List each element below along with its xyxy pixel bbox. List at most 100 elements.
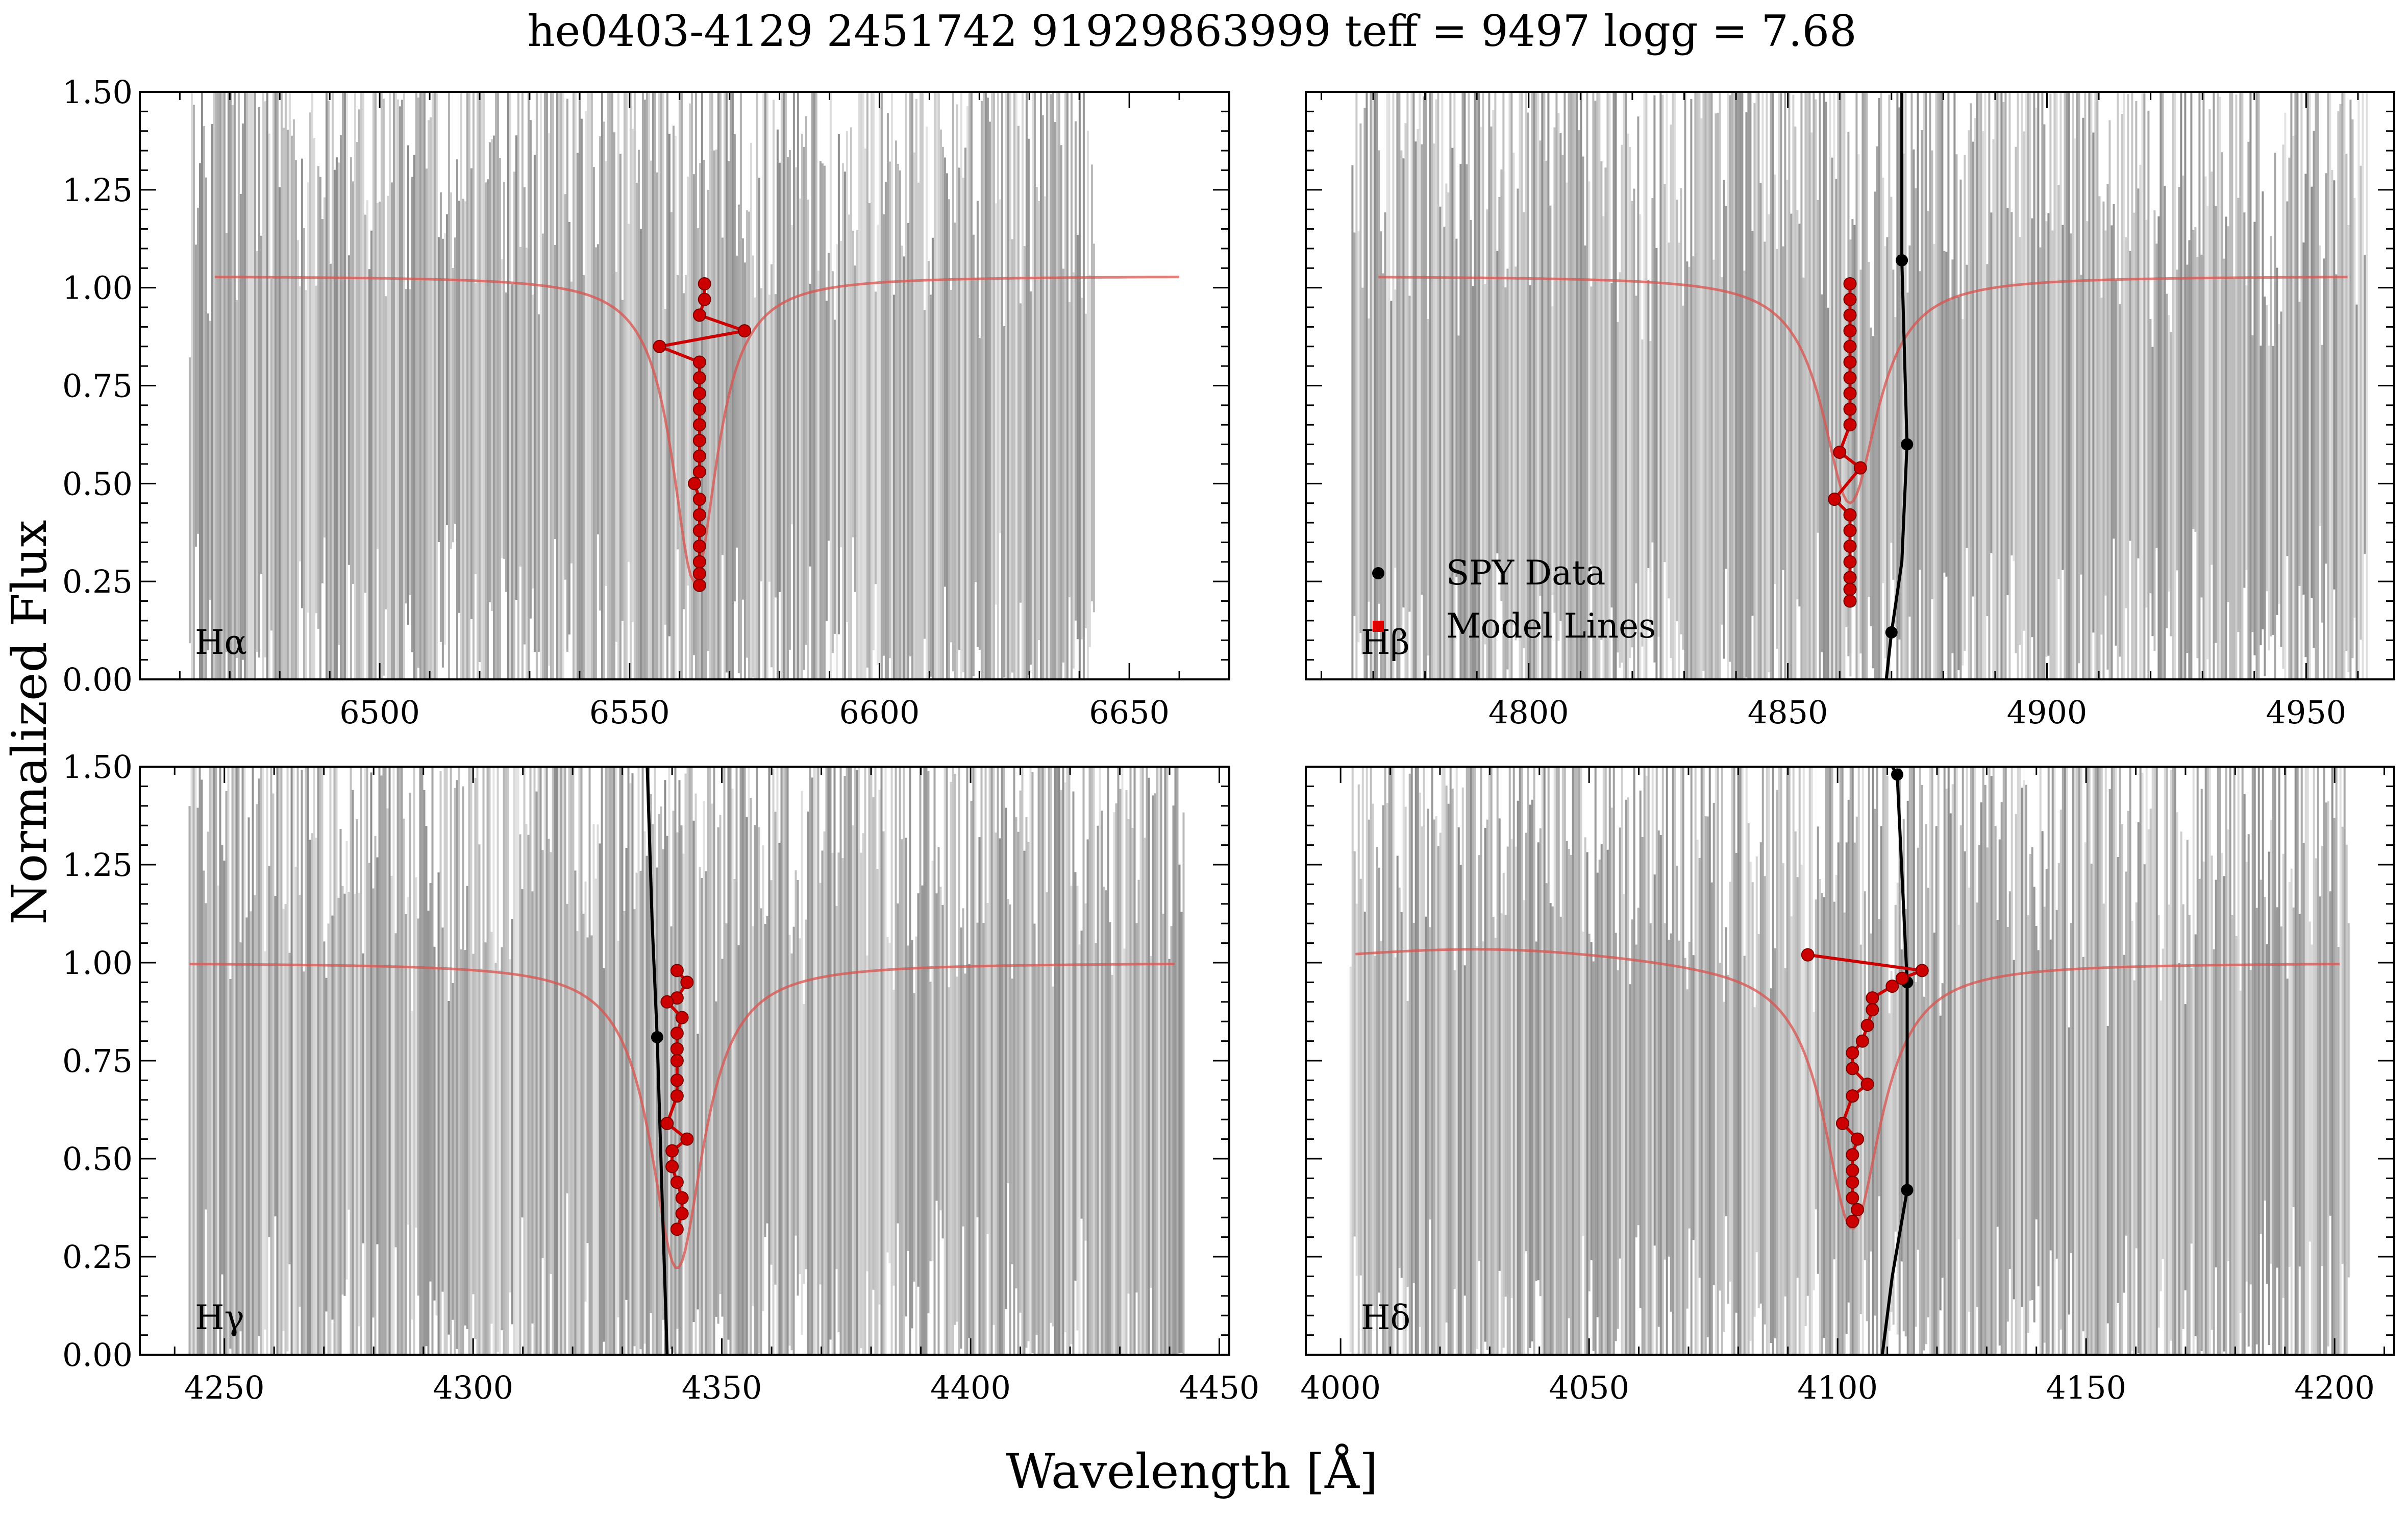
model-point [1843, 339, 1857, 353]
spy-data-point [1891, 768, 1904, 781]
model-point [692, 449, 706, 463]
x-tick-label: 4850 [1748, 694, 1828, 731]
model-point [692, 355, 706, 369]
model-point [1885, 980, 1899, 993]
model-point [692, 418, 706, 432]
model-point [1846, 1062, 1859, 1075]
plot-area [188, 92, 1180, 679]
x-tick-label: 4250 [184, 1369, 265, 1406]
model-point [1843, 571, 1857, 584]
model-point [692, 567, 706, 580]
y-tick-label: 1.00 [62, 944, 133, 982]
x-tick-label: 4200 [2294, 1369, 2375, 1406]
y-tick-label: 1.25 [62, 846, 133, 884]
model-point [660, 995, 674, 1009]
model-point [692, 371, 706, 385]
model-point [1843, 524, 1857, 537]
spy-data-band [188, 92, 1095, 679]
model-point [1843, 508, 1857, 522]
panel-label: Hα [195, 623, 247, 662]
model-point [692, 386, 706, 400]
model-point [1843, 277, 1857, 290]
model-point [675, 1207, 689, 1220]
y-tick-label: 0.50 [62, 1140, 133, 1178]
panel-2: 4250 4300 4350 4400 4450 0.00 0.25 0.50 0.75 1.00… [62, 748, 1260, 1406]
panel-label: Hβ [1361, 623, 1410, 662]
model-point [1843, 540, 1857, 553]
x-axis-label: Wavelength [Å] [1006, 1444, 1378, 1500]
x-tick-label: 6500 [339, 694, 420, 731]
model-point [1843, 292, 1857, 306]
model-point [692, 555, 706, 569]
model-point [688, 477, 702, 491]
spy-data-band [1351, 92, 2368, 679]
legend-model-lines-label: Model Lines [1446, 606, 1656, 646]
model-point [692, 578, 706, 592]
x-tick-label: 4450 [1179, 1369, 1260, 1406]
model-point [670, 1054, 684, 1067]
legend: SPY Data Model Lines [1372, 553, 1656, 646]
spy-data-curve [1884, 92, 1909, 679]
y-tick-label: 1.50 [62, 748, 133, 786]
model-point [1828, 493, 1842, 506]
panel-label: Hγ [195, 1298, 244, 1337]
model-point [1846, 1148, 1859, 1162]
model-point [670, 1176, 684, 1189]
panel-label: Hδ [1361, 1298, 1410, 1337]
x-tick-label: 4150 [2046, 1369, 2126, 1406]
model-point [1860, 1078, 1874, 1091]
model-point [1866, 991, 1879, 1005]
model-point [1846, 1214, 1859, 1228]
spy-data-point [1885, 626, 1898, 639]
model-point [692, 402, 706, 416]
plot-area [188, 767, 1185, 1355]
model-point [1866, 1003, 1879, 1017]
legend-spy-data-marker [1372, 567, 1384, 579]
model-point [670, 1026, 684, 1040]
spy-data-band [188, 767, 1185, 1355]
model-point [692, 524, 706, 537]
ticks [140, 91, 1230, 680]
y-tick-label: 0.25 [62, 563, 133, 600]
model-point [675, 1011, 689, 1024]
y-tick-label: 0.00 [62, 661, 133, 698]
spy-data-point [1896, 254, 1908, 266]
model-point [1851, 1203, 1865, 1216]
y-tick-label: 0.75 [62, 368, 133, 405]
y-axis-label: Normalized Flux [2, 520, 58, 924]
model-point [670, 1042, 684, 1056]
spy-data-point [651, 1031, 663, 1043]
model-point [670, 1073, 684, 1087]
model-point [1843, 308, 1857, 322]
model-point [1846, 1046, 1859, 1060]
model-point [692, 433, 706, 447]
y-tick-label: 0.25 [62, 1238, 133, 1276]
x-tick-label: 4050 [1549, 1369, 1629, 1406]
x-tick-label: 4800 [1488, 694, 1569, 731]
model-point [698, 277, 711, 290]
model-point [665, 1160, 679, 1173]
y-tick-label: 0.75 [62, 1042, 133, 1080]
model-point [1851, 1132, 1865, 1146]
model-point [660, 1116, 674, 1130]
model-point [1843, 355, 1857, 369]
x-tick-label: 6600 [839, 694, 920, 731]
ticks [1306, 91, 2394, 680]
spy-data-point [1901, 438, 1914, 451]
model-point [692, 308, 706, 322]
model-point [738, 324, 752, 338]
x-tick-label: 4000 [1300, 1369, 1381, 1406]
model-point [692, 540, 706, 553]
model-point [1895, 971, 1909, 985]
model-point [692, 493, 706, 506]
panel-0: 6500 6550 6600 6650 0.00 0.25 0.50 0.75 1.00 1.25… [62, 74, 1230, 731]
model-point [1915, 964, 1929, 977]
y-tick-label: 1.25 [62, 172, 133, 209]
model-point [1860, 1018, 1874, 1032]
model-point [670, 964, 684, 977]
x-tick-label: 6550 [589, 694, 670, 731]
ticks [140, 766, 1229, 1356]
x-tick-label: 4300 [433, 1369, 513, 1406]
panels-layer: 6500 6550 6600 6650 0.00 0.25 0.50 0.75 1.00 1.25… [62, 74, 2395, 1406]
